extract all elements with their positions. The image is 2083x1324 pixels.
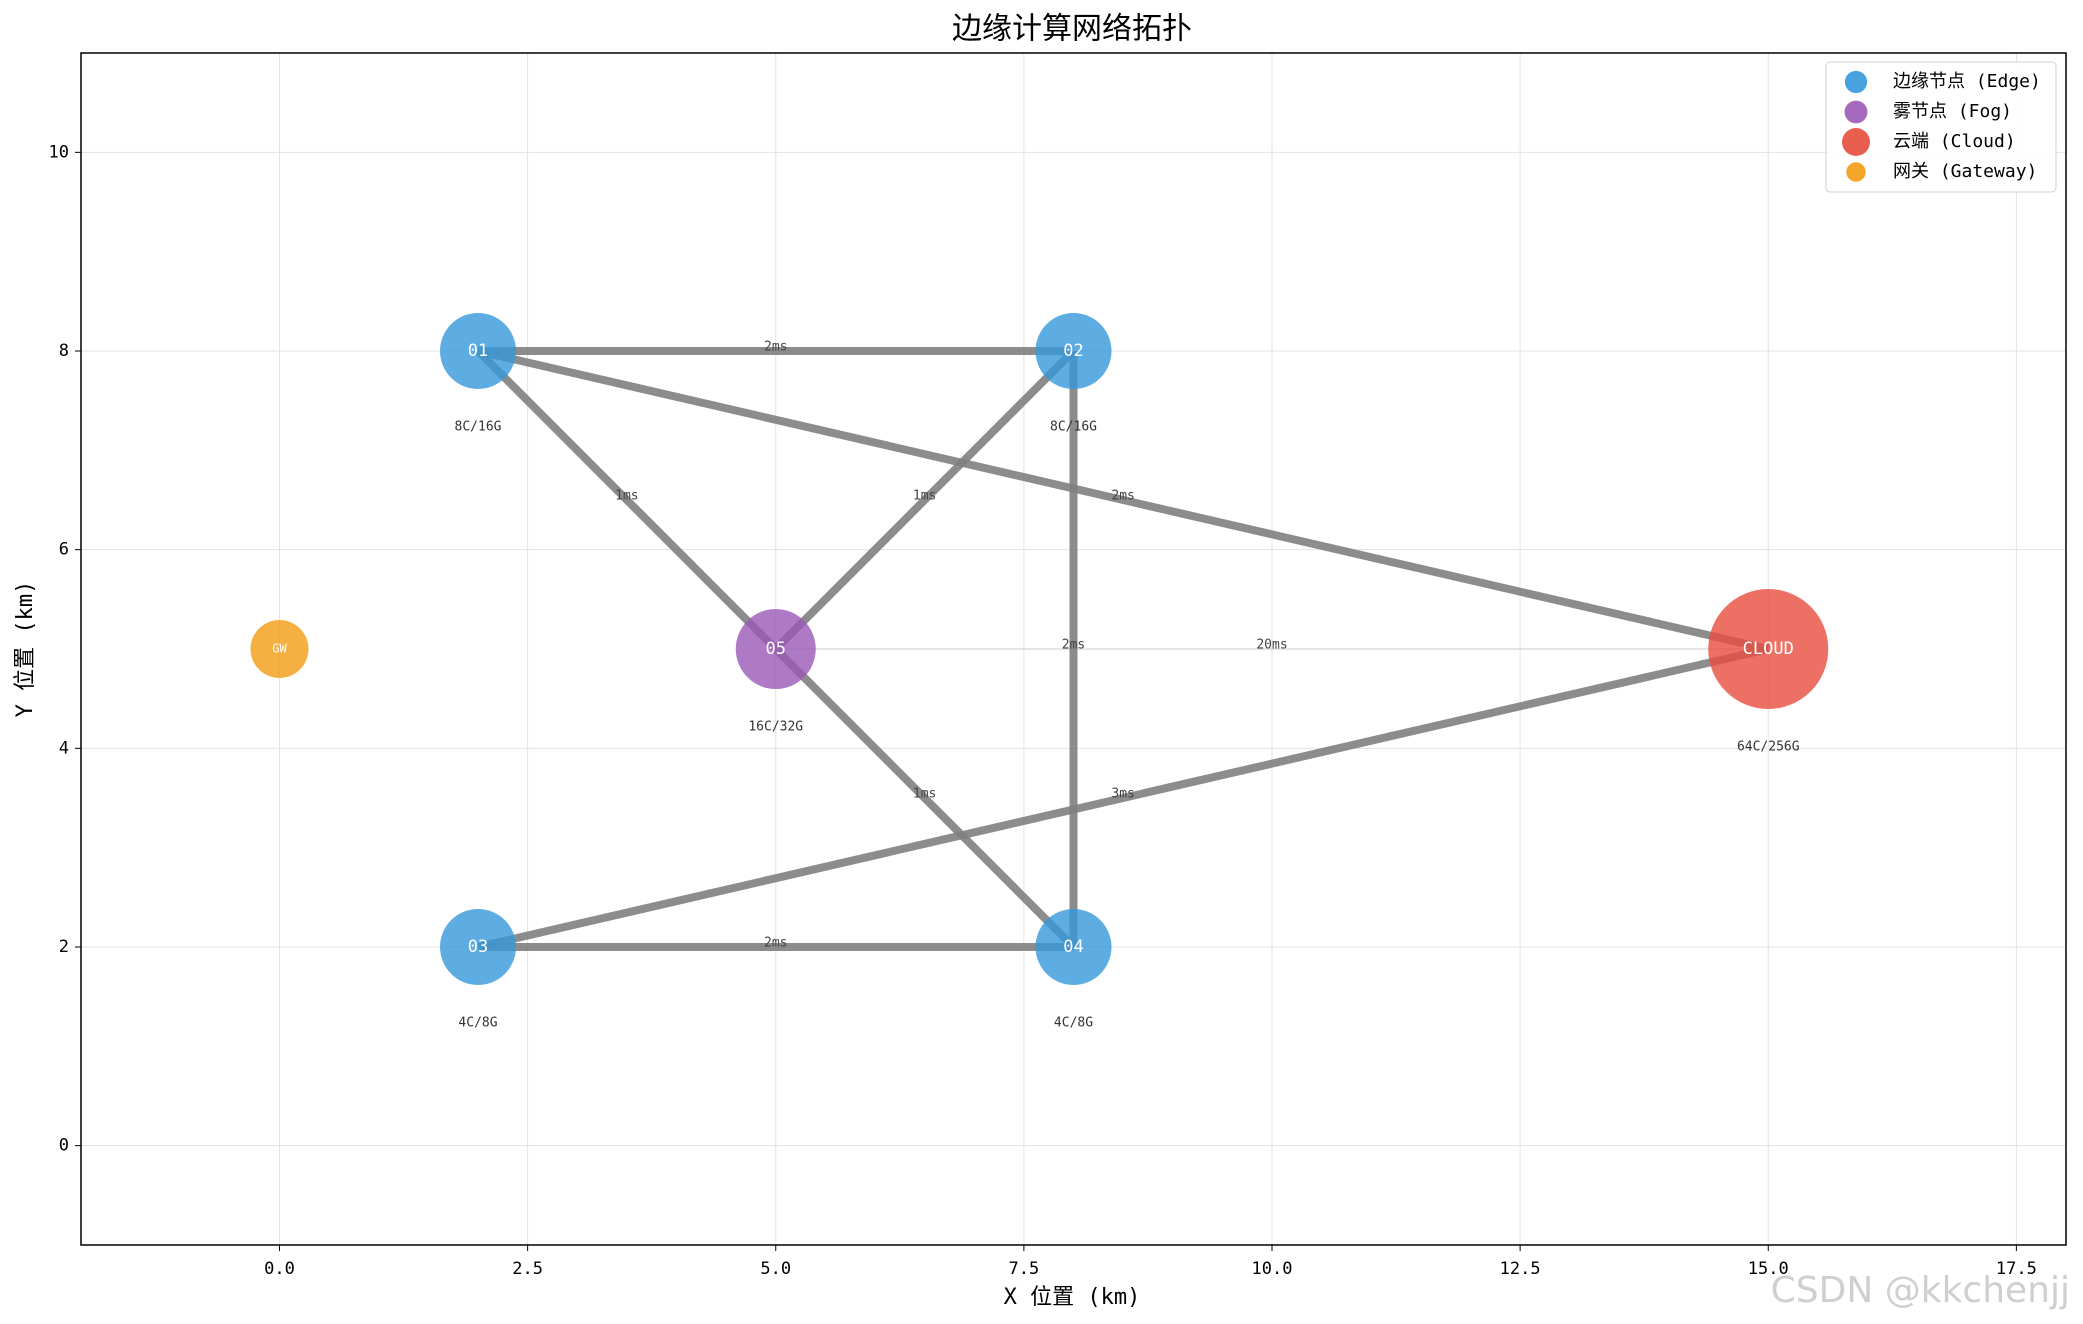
node-label: CLOUD <box>1743 639 1794 659</box>
legend-box <box>1825 61 2057 193</box>
node <box>735 609 816 689</box>
x-tick-label: 15.0 <box>1748 1259 1789 1279</box>
node <box>1035 909 1112 985</box>
y-tick-label: 6 <box>59 540 69 560</box>
node-spec: 4C/8G <box>1054 1016 1093 1031</box>
node <box>1035 313 1112 389</box>
x-tick-label: 0.0 <box>264 1259 295 1279</box>
link-label: 2ms <box>764 936 787 951</box>
y-tick-label: 0 <box>59 1136 69 1156</box>
legend-marker <box>1846 162 1866 182</box>
node-spec: 16C/32G <box>748 720 803 735</box>
link-label: 2ms <box>1062 638 1085 653</box>
link <box>772 348 1077 652</box>
node <box>250 620 309 678</box>
link-label: 20ms <box>1256 638 1287 653</box>
plot-frame <box>80 52 2067 1246</box>
node-label: GW <box>272 642 287 656</box>
y-tick-label: 4 <box>59 738 69 758</box>
link-label: 2ms <box>764 340 787 355</box>
node-label: 01 <box>468 341 488 361</box>
x-tick-label: 2.5 <box>512 1259 543 1279</box>
link <box>772 646 1077 950</box>
x-tick-label: 12.5 <box>1500 1259 1541 1279</box>
node-label: 04 <box>1063 937 1083 957</box>
link <box>475 348 779 652</box>
node-label: 03 <box>468 937 488 957</box>
link-label: 1ms <box>615 489 638 504</box>
link-label: 1ms <box>913 489 936 504</box>
legend-label: 网关 (Gateway) <box>1893 161 2037 182</box>
x-tick-label: 10.0 <box>1252 1259 1293 1279</box>
chart-title: 边缘计算网络拓扑 <box>952 12 1192 47</box>
legend-label: 雾节点 (Fog) <box>1893 101 2012 122</box>
legend-marker <box>1844 100 1868 124</box>
node-spec: 4C/8G <box>458 1016 497 1031</box>
link-label: 1ms <box>913 787 936 802</box>
x-tick-label: 5.0 <box>760 1259 791 1279</box>
y-tick-label: 10 <box>49 142 69 162</box>
legend-label: 云端 (Cloud) <box>1893 131 2016 152</box>
link <box>477 347 1770 653</box>
node-spec: 64C/256G <box>1737 740 1800 755</box>
legend-label: 边缘节点 (Edge) <box>1893 71 2041 92</box>
y-axis-label: Y 位置 (km) <box>13 581 38 718</box>
link-label: 2ms <box>1111 489 1134 504</box>
node <box>1708 589 1829 709</box>
link <box>477 645 1770 951</box>
node <box>440 313 516 389</box>
y-tick-label: 2 <box>59 937 69 957</box>
watermark: CSDN @kkchenjj <box>1771 1270 2070 1311</box>
x-axis-label: X 位置 (km) <box>1004 1285 1141 1310</box>
link-label: 3ms <box>1111 787 1134 802</box>
node-label: 02 <box>1063 341 1083 361</box>
legend-marker <box>1844 70 1868 94</box>
y-tick-label: 8 <box>59 341 69 361</box>
legend-marker <box>1842 128 1870 156</box>
node-spec: 8C/16G <box>455 420 502 435</box>
node-spec: 8C/16G <box>1050 420 1097 435</box>
node <box>440 909 516 985</box>
x-tick-label: 17.5 <box>1996 1259 2037 1279</box>
node-label: 05 <box>766 639 786 659</box>
x-tick-label: 7.5 <box>1009 1259 1040 1279</box>
